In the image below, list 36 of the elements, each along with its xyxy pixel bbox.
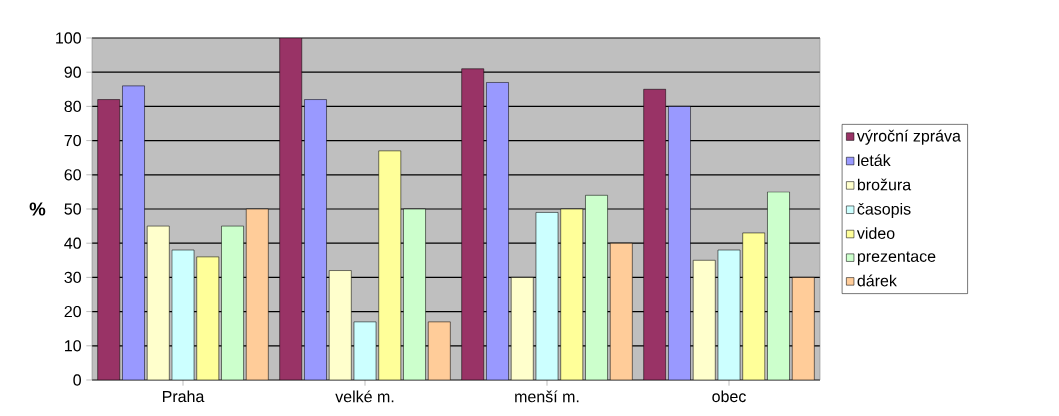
y-tick-label: 0	[73, 374, 81, 386]
bar	[245, 208, 269, 380]
y-tick-label: 40	[64, 237, 81, 249]
bar	[585, 195, 608, 380]
bar	[427, 321, 451, 380]
y-tick-label: 100	[56, 32, 81, 44]
y-tick-label: 30	[64, 271, 81, 284]
y-tick-label: 60	[64, 169, 81, 181]
x-tick-label: velké m.	[335, 390, 394, 403]
legend-label: dárek	[857, 274, 897, 287]
legend-label: časopis	[857, 202, 911, 218]
legend-label: leták	[857, 154, 891, 167]
bar	[122, 85, 145, 380]
legend-label: brožura	[857, 178, 912, 191]
bar	[535, 212, 559, 380]
bar	[403, 208, 426, 380]
y-tick-label: 20	[64, 305, 81, 318]
bar	[304, 99, 327, 380]
bar	[609, 242, 633, 380]
y-tick-label: 70	[64, 134, 81, 147]
y-tick-label: 10	[65, 340, 81, 352]
bar	[486, 82, 509, 380]
y-axis-title: %	[29, 202, 46, 216]
bar	[791, 277, 815, 380]
legend-label: prezentace	[857, 251, 936, 266]
bar	[668, 106, 691, 380]
x-tick-label: obec	[712, 390, 746, 403]
x-tick-label: menší m.	[515, 390, 579, 403]
x-tick-label: Praha	[162, 390, 205, 403]
y-tick-label: 90	[64, 66, 81, 78]
bar	[221, 225, 244, 380]
y-tick-label: 80	[64, 100, 81, 113]
y-tick-label: 50	[64, 203, 81, 215]
bar	[767, 191, 790, 380]
legend-label: video	[856, 227, 895, 239]
legend-label: výroční zpráva	[856, 129, 961, 145]
